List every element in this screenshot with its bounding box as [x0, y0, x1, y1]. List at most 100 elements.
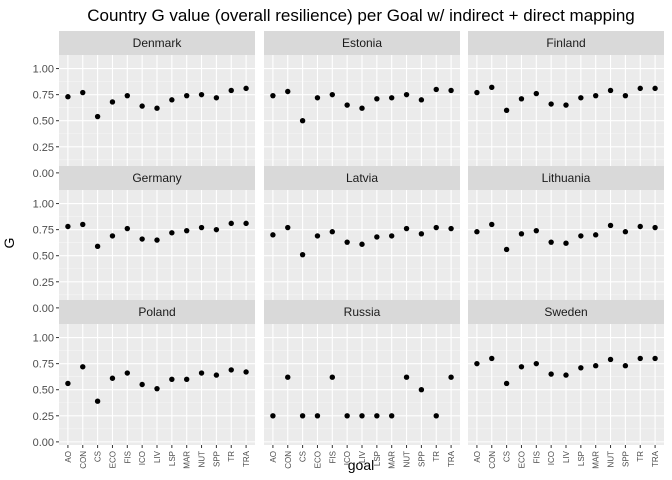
- data-point: [329, 91, 336, 98]
- data-point: [533, 360, 540, 367]
- data-point: [388, 95, 395, 101]
- facet-panel: Germany 0.00 0.25 0.50 0.75 1.00: [33, 166, 255, 315]
- data-point: [388, 413, 395, 419]
- data-point: [285, 224, 291, 231]
- facet-panel: Latvia: [264, 166, 460, 311]
- data-point: [329, 374, 336, 380]
- x-tick-label: CS: [94, 451, 103, 462]
- data-point: [154, 105, 160, 111]
- data-point: [403, 374, 410, 380]
- data-point: [607, 222, 614, 229]
- data-point: [344, 102, 350, 108]
- data-point: [198, 224, 205, 231]
- data-point: [169, 230, 175, 236]
- y-tick-label: 0.25: [33, 411, 54, 423]
- x-tick-label: LIV: [358, 450, 367, 463]
- data-point: [344, 413, 350, 419]
- facet-panel: Estonia: [264, 31, 460, 176]
- data-point: [213, 372, 220, 378]
- data-point: [518, 364, 525, 370]
- data-point: [592, 363, 599, 369]
- data-point: [578, 95, 584, 101]
- x-tick-label: CS: [503, 451, 512, 462]
- facet-strip-label: Estonia: [342, 36, 382, 50]
- x-tick-label: NUT: [198, 451, 207, 468]
- data-point: [374, 96, 380, 102]
- x-tick-label: FIS: [123, 451, 132, 463]
- data-point: [314, 413, 321, 419]
- data-point: [359, 241, 365, 247]
- facet-panel: Denmark 0.00 0.25 0.50 0.75 1.00: [33, 31, 255, 180]
- data-point: [109, 99, 116, 105]
- x-tick-label: MAR: [183, 451, 192, 469]
- data-point: [637, 223, 643, 230]
- x-tick-label: NUT: [403, 451, 412, 468]
- data-point: [329, 229, 336, 235]
- facet-strip: [264, 166, 460, 190]
- x-tick-label: TR: [227, 451, 236, 462]
- facet-strip: [264, 31, 460, 55]
- data-point: [285, 374, 291, 380]
- data-point: [65, 223, 71, 230]
- data-point: [448, 87, 454, 94]
- data-point: [183, 376, 190, 382]
- data-point: [65, 94, 71, 100]
- facet-panel: Poland 0.00 0.25 0.50 0.75 1.00 AO CON CS ECO FIS I…: [33, 300, 255, 469]
- data-point: [213, 226, 220, 233]
- x-tick-label: SPP: [417, 451, 426, 467]
- data-point: [154, 237, 160, 243]
- y-tick-label: 0.50: [33, 385, 54, 397]
- data-point: [418, 97, 425, 103]
- data-point: [607, 356, 614, 363]
- x-tick-label: CON: [488, 451, 497, 469]
- y-tick-label: 0.00: [33, 437, 54, 449]
- facet-panel: Sweden AO CON CS ECO FIS ICO LIV LSP MAR NUT SPP TR T…: [468, 300, 664, 469]
- x-tick-label: AO: [64, 451, 73, 463]
- y-tick-label: 0.75: [33, 359, 54, 371]
- data-point: [285, 88, 291, 95]
- x-tick-label: ICO: [138, 451, 147, 465]
- data-point: [183, 227, 190, 234]
- facet-strip-label: Russia: [344, 305, 381, 319]
- data-point: [652, 224, 658, 231]
- data-point: [448, 374, 454, 380]
- data-point: [139, 236, 145, 242]
- facet-strip: [468, 166, 664, 190]
- data-point: [374, 413, 380, 419]
- facet-strip-label: Denmark: [133, 36, 183, 50]
- data-point: [109, 375, 116, 381]
- x-tick-label: LIV: [153, 450, 162, 463]
- facet-strip-label: Latvia: [346, 171, 378, 185]
- x-tick-label: AO: [473, 451, 482, 463]
- data-point: [270, 413, 276, 419]
- x-tick-label: FIS: [532, 451, 541, 463]
- y-axis-title: G: [1, 238, 17, 249]
- x-tick-label: TRA: [447, 450, 456, 467]
- data-point: [433, 86, 439, 93]
- data-point: [80, 89, 86, 96]
- data-point: [533, 227, 540, 234]
- data-point: [124, 225, 131, 232]
- data-point: [403, 91, 410, 98]
- facet-strip: [59, 300, 255, 324]
- facet-strip: [264, 300, 460, 324]
- data-point: [548, 101, 554, 107]
- data-point: [563, 102, 569, 108]
- x-tick-label: TRA: [242, 450, 251, 467]
- data-point: [563, 372, 569, 378]
- facet-strip-label: Poland: [138, 305, 175, 319]
- x-tick-label: CON: [284, 451, 293, 469]
- x-tick-label: TR: [636, 451, 645, 462]
- data-point: [548, 371, 554, 377]
- y-tick-label: 0.00: [33, 303, 54, 315]
- data-point: [622, 363, 629, 369]
- data-point: [374, 234, 380, 240]
- y-tick-label: 1.00: [33, 333, 54, 345]
- x-tick-label: ECO: [313, 451, 322, 468]
- x-tick-label: FIS: [328, 451, 337, 463]
- data-point: [503, 107, 510, 113]
- facet-strip: [59, 31, 255, 55]
- data-point: [183, 92, 190, 99]
- y-tick-label: 0.50: [33, 116, 54, 128]
